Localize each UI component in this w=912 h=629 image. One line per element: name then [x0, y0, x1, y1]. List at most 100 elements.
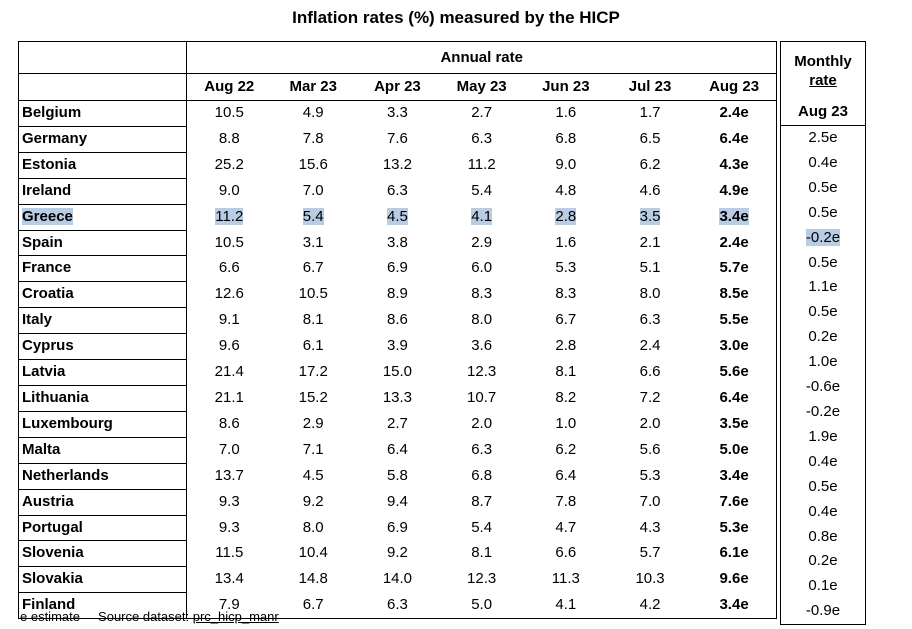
table-row: 2.5e: [781, 126, 866, 151]
table-row: Belgium 10.5 4.9 3.3 2.7 1.6 1.7 2.4e: [18, 100, 777, 127]
country-cell: Austria: [18, 489, 187, 516]
table-row: Malta 7.0 7.1 6.4 6.3 6.2 5.6 5.0e: [18, 437, 777, 464]
monthly-value-text: -0.6e: [805, 378, 841, 396]
value-cell: 9.4: [355, 489, 439, 515]
monthly-value-cell: 1.0e: [781, 350, 866, 375]
value-cell: 2.4e: [692, 230, 776, 256]
monthly-value-cell: -0.9e: [781, 599, 866, 624]
value-text: 6.5: [639, 129, 661, 147]
table-row: 0.5e: [781, 300, 866, 325]
value-text: 5.6: [639, 440, 661, 458]
value-cell: 6.4: [355, 437, 439, 463]
table-row: -0.2e: [781, 400, 866, 425]
country-cell: Cyprus: [18, 333, 187, 361]
value-cell: 14.0: [355, 567, 439, 593]
value-cell: 9.6: [186, 333, 272, 360]
value-text: 13.7: [214, 466, 244, 484]
value-text: 3.5: [639, 207, 661, 225]
monthly-value-cell: 0.4e: [781, 450, 866, 475]
table-row: Greece 11.2 5.4 4.5 4.1 2.8 3.5 3.4e: [18, 204, 777, 231]
value-text: 8.7: [471, 492, 493, 510]
value-cell: 7.0: [186, 437, 272, 464]
value-cell: 6.6: [608, 360, 692, 386]
value-text: 2.4e: [719, 233, 749, 251]
value-text: 11.5: [215, 544, 244, 562]
value-text: 5.0: [471, 595, 493, 613]
value-cell: 6.9: [355, 256, 439, 282]
source-dataset-link[interactable]: prc_hicp_manr: [192, 609, 279, 624]
country-label: Lithuania: [22, 388, 89, 406]
value-text: 10.3: [635, 570, 665, 588]
value-text: 6.7: [302, 595, 324, 613]
value-text: 8.8: [218, 129, 240, 147]
monthly-value-text: -0.9e: [805, 602, 841, 620]
value-text: 2.4: [639, 337, 661, 355]
table-row: Latvia 21.4 17.2 15.0 12.3 8.1 6.6 5.6e: [18, 359, 777, 386]
value-text: 6.6: [218, 259, 240, 277]
value-text: 3.6: [471, 337, 493, 355]
value-text: 15.2: [298, 388, 328, 406]
value-cell: 9.2: [355, 541, 439, 567]
value-cell: 11.2: [186, 204, 272, 231]
value-cell: 4.9: [271, 101, 355, 127]
value-text: 8.1: [555, 363, 577, 381]
table-row: 0.5e: [781, 251, 866, 276]
value-text: 6.6: [555, 544, 577, 562]
monthly-value-text: 0.5e: [808, 253, 838, 271]
monthly-value-text: 0.5e: [808, 203, 838, 221]
value-text: 6.2: [555, 440, 577, 458]
value-text: 2.8: [555, 207, 577, 225]
value-text: 8.5e: [719, 285, 749, 303]
monthly-value-cell: 0.2e: [781, 549, 866, 574]
value-cell: 5.4: [440, 515, 524, 541]
value-cell: 3.5e: [692, 411, 776, 437]
value-text: 5.8: [387, 466, 408, 484]
value-text: 5.1: [639, 259, 661, 277]
value-cell: 7.6e: [692, 489, 776, 515]
table-row: 0.5e: [781, 201, 866, 226]
value-cell: 6.1e: [692, 541, 776, 567]
value-cell: 6.7: [524, 308, 608, 334]
value-text: 12.3: [467, 363, 497, 381]
country-cell: Netherlands: [18, 463, 187, 490]
value-text: 2.7: [387, 414, 408, 432]
table-row: 0.4e: [781, 151, 866, 176]
country-cell: Germany: [18, 126, 187, 153]
value-cell: 1.6: [524, 101, 608, 127]
value-text: 9.3: [218, 518, 240, 536]
table-row: 0.4e: [781, 450, 866, 475]
value-cell: 8.3: [524, 282, 608, 308]
table-row: Spain 10.5 3.1 3.8 2.9 1.6 2.1 2.4e: [18, 230, 777, 257]
value-cell: 6.5: [608, 126, 692, 152]
value-cell: 2.7: [440, 101, 524, 127]
value-cell: 11.5: [186, 540, 272, 567]
table-row: 1.9e: [781, 425, 866, 450]
country-cell: Estonia: [18, 152, 187, 179]
value-cell: 5.6: [608, 437, 692, 463]
monthly-header-line2: rate: [809, 71, 837, 89]
value-cell: 10.7: [440, 385, 524, 411]
value-cell: 8.8: [186, 126, 272, 153]
table-row: 1.1e: [781, 275, 866, 300]
value-cell: 3.9: [355, 334, 439, 360]
value-cell: 10.3: [608, 567, 692, 593]
value-text: 6.4: [387, 440, 408, 458]
value-cell: 5.3: [524, 256, 608, 282]
footer-source-label: Source dataset:: [98, 609, 190, 624]
value-cell: 7.0: [271, 178, 355, 204]
value-text: 2.9: [471, 233, 493, 251]
table-row: -0.9e: [781, 599, 866, 624]
value-text: 4.1: [555, 595, 577, 613]
footer-note: e estimate: [20, 609, 80, 624]
column-header: Aug 23: [692, 73, 777, 101]
column-header: May 23: [439, 73, 524, 101]
value-cell: 3.4e: [692, 463, 776, 489]
value-text: 5.0e: [719, 440, 749, 458]
value-cell: 5.4: [271, 204, 355, 230]
table-row: -0.6e: [781, 375, 866, 400]
value-cell: 8.0: [608, 282, 692, 308]
value-cell: 25.2: [186, 152, 272, 179]
country-label: Malta: [22, 440, 61, 458]
monthly-value-text: 1.1e: [808, 278, 838, 296]
value-cell: 3.1: [271, 230, 355, 256]
